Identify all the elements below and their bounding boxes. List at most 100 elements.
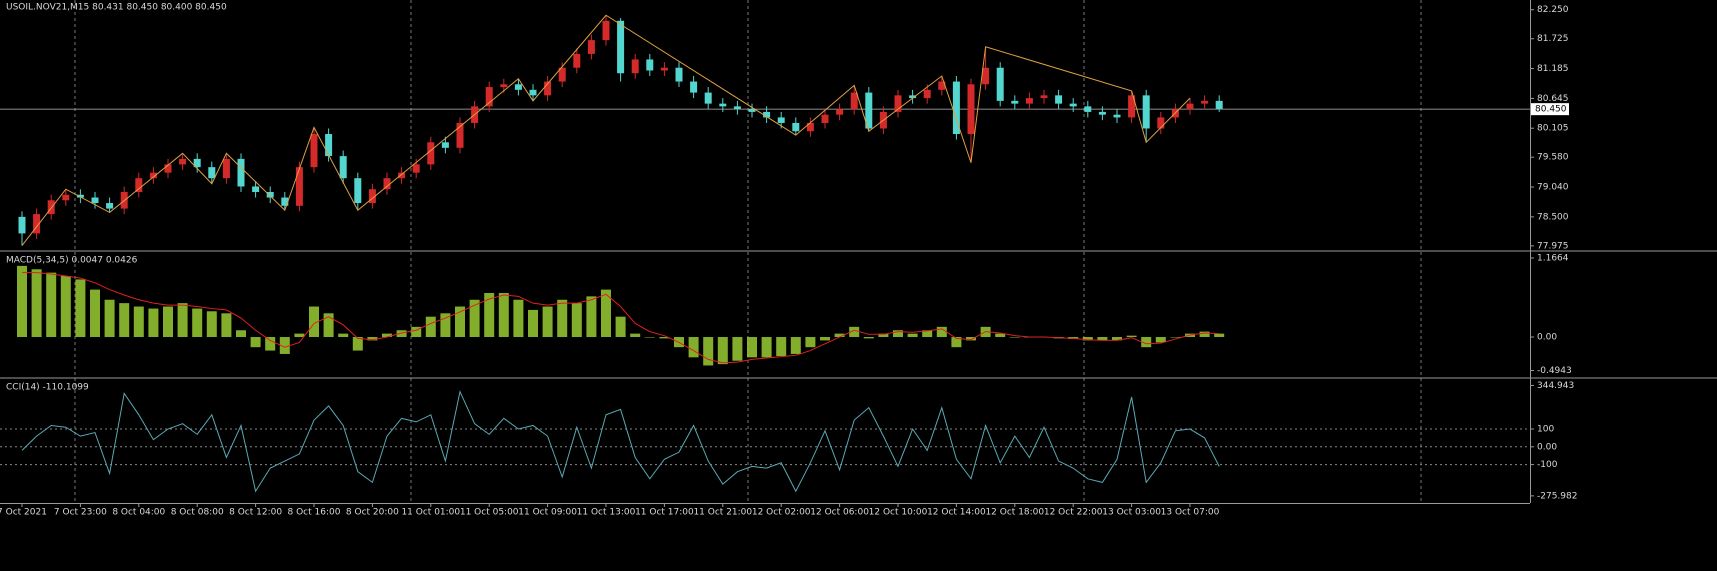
x-tick-label: 12 Oct 22:00 <box>1044 508 1103 518</box>
histogram-bar <box>177 303 188 338</box>
candle-body <box>1113 114 1121 118</box>
candle-body <box>617 20 625 74</box>
candle-body <box>368 189 376 204</box>
histogram-bar <box>104 299 115 338</box>
histogram-bar <box>455 306 465 338</box>
x-tick-label: 8 Oct 16:00 <box>288 508 341 518</box>
y-tick-label: 1.1664 <box>1537 253 1569 263</box>
histogram-bar <box>878 333 889 338</box>
histogram-bar <box>206 311 217 338</box>
candle-body <box>909 95 917 99</box>
histogram-bar <box>1170 337 1181 338</box>
candle-body <box>325 134 333 157</box>
y-tick-label: 78.500 <box>1537 212 1569 222</box>
histogram-bar <box>644 337 655 338</box>
candle-body <box>237 158 245 187</box>
candle-body <box>587 40 595 54</box>
x-tick-label: 11 Oct 09:00 <box>518 508 577 518</box>
histogram-bar <box>440 313 451 338</box>
histogram-bar <box>236 330 246 338</box>
histogram-bar <box>294 333 305 338</box>
candle-body <box>733 106 741 110</box>
candle-body <box>266 192 274 198</box>
histogram-bar <box>265 337 276 351</box>
candle-body <box>806 122 814 132</box>
histogram-bar <box>1097 337 1108 341</box>
candle-body <box>967 84 975 135</box>
candle-body <box>748 109 756 112</box>
histogram-bar <box>732 337 743 361</box>
histogram-bar <box>17 265 27 338</box>
candle-body <box>850 92 858 110</box>
histogram-bar <box>995 333 1006 338</box>
signal-line <box>22 272 1220 364</box>
candle-body <box>894 95 902 112</box>
candle-body <box>295 167 303 206</box>
histogram-bar <box>571 303 582 338</box>
indicator-line <box>21 390 1220 493</box>
candle-body <box>91 197 99 204</box>
histogram-bar <box>484 292 495 338</box>
y-tick-label: 79.040 <box>1537 183 1569 193</box>
x-tick-label: 8 Oct 04:00 <box>112 508 165 518</box>
y-tick-label: 0.00 <box>1537 333 1557 343</box>
y-tick-label: 80.645 <box>1537 94 1569 104</box>
candle-body <box>441 142 449 148</box>
histogram-bar <box>688 337 699 358</box>
histogram-bar <box>425 316 436 338</box>
candle-body <box>923 89 931 99</box>
candle-body <box>1055 95 1063 104</box>
candle-body <box>704 92 712 104</box>
candle-body <box>719 103 727 107</box>
y-tick-label: 82.250 <box>1537 5 1569 15</box>
histogram-bar <box>615 316 626 338</box>
x-tick-label: 11 Oct 01:00 <box>401 508 460 518</box>
candle-body <box>777 117 785 123</box>
candle-body <box>208 167 216 179</box>
x-tick-label: 12 Oct 14:00 <box>927 508 986 518</box>
x-tick-label: 13 Oct 07:00 <box>1161 508 1220 518</box>
panel-header: MACD(5,34,5) 0.0047 0.0426 <box>6 256 138 266</box>
histogram-bar <box>863 337 874 339</box>
candle-body <box>792 122 800 132</box>
histogram-bar <box>820 337 830 341</box>
x-tick-label: 11 Oct 05:00 <box>460 508 519 518</box>
histogram-bar <box>367 337 378 341</box>
histogram-bar <box>382 333 392 338</box>
histogram-bar <box>893 330 903 338</box>
histogram-bar <box>747 337 757 358</box>
x-tick-label: 8 Oct 20:00 <box>346 508 399 518</box>
x-tick-label: 11 Oct 17:00 <box>635 508 694 518</box>
histogram-bar <box>119 303 130 338</box>
x-tick-label: 11 Oct 13:00 <box>577 508 636 518</box>
zigzag <box>21 14 1191 246</box>
histogram-bar <box>323 313 334 338</box>
histogram-bar <box>250 337 261 348</box>
candle-body <box>281 197 289 206</box>
x-tick-label: 12 Oct 18:00 <box>985 508 1044 518</box>
histogram-bar <box>498 292 509 338</box>
candle-body <box>646 59 654 71</box>
y-tick-label: -275.982 <box>1537 491 1577 501</box>
candle-body <box>558 67 566 82</box>
candle-body <box>310 134 318 168</box>
candle-body <box>1157 117 1165 129</box>
candle-body <box>76 194 84 198</box>
candle-body <box>996 67 1004 101</box>
y-tick-label: -100 <box>1537 460 1558 470</box>
y-tick-label: 100 <box>1537 425 1554 435</box>
candle-body <box>149 172 157 179</box>
candle-body <box>427 142 435 165</box>
candle-body <box>179 158 187 165</box>
candle-body <box>1201 100 1209 104</box>
candle-body <box>500 84 508 88</box>
candle-body <box>952 81 960 135</box>
candle-body <box>514 84 522 90</box>
histogram-bar <box>221 313 232 338</box>
histogram-bar <box>601 289 611 338</box>
x-tick-label: 8 Oct 12:00 <box>229 508 282 518</box>
histogram-bar <box>557 299 568 338</box>
